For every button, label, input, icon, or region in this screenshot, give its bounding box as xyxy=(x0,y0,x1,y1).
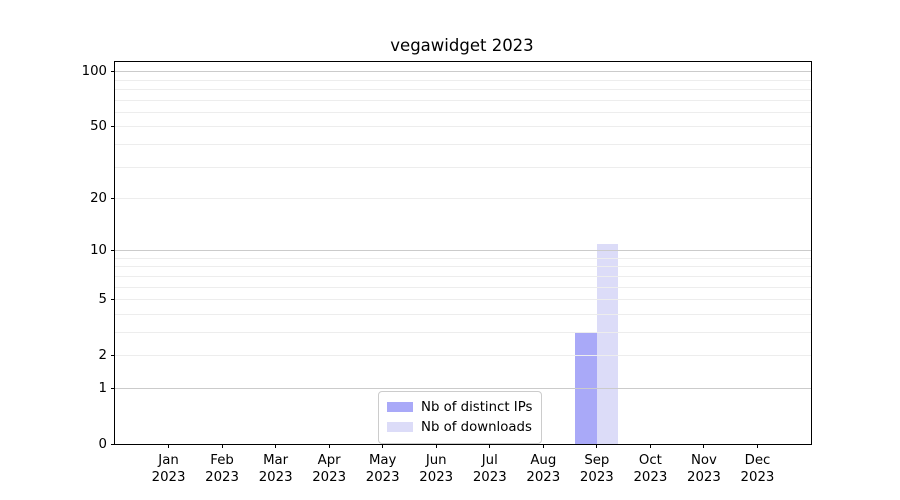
x-tick-label-mar: Mar 2023 xyxy=(248,453,304,486)
x-tick-label-feb: Feb 2023 xyxy=(194,453,250,486)
x-tick-label-nov: Nov 2023 xyxy=(676,453,732,486)
x-tick-month: Sep xyxy=(584,453,610,468)
gridline-minor-90 xyxy=(115,79,811,81)
x-tick-year: 2023 xyxy=(419,469,454,485)
gridline-major-10 xyxy=(115,250,811,252)
x-tick-month: Oct xyxy=(638,453,662,468)
x-tick-label-jun: Jun 2023 xyxy=(408,453,464,486)
x-tick-label-oct: Oct 2023 xyxy=(622,453,678,486)
x-tick-mark-apr xyxy=(328,444,330,448)
y-tick-label-50: 50 xyxy=(90,119,107,135)
gridline-minor-4 xyxy=(115,313,811,315)
x-tick-label-jan: Jan 2023 xyxy=(141,453,197,486)
x-tick-mark-feb xyxy=(221,444,223,448)
x-tick-year: 2023 xyxy=(526,469,561,485)
y-tick-label-0: 0 xyxy=(98,436,107,452)
gridline-minor-7 xyxy=(115,275,811,277)
gridline-minor-2 xyxy=(115,354,811,356)
gridline-minor-3 xyxy=(115,331,811,333)
x-tick-year: 2023 xyxy=(687,469,721,485)
legend-swatch-distinct-ips xyxy=(387,402,413,412)
gridline-minor-9 xyxy=(115,257,811,259)
gridline-minor-60 xyxy=(115,111,811,113)
plot-area: 0 1 2 5 10 20 50 100 Jan 2023 Feb 2023 Mar 2023 Apr 202… xyxy=(82,61,812,485)
x-tick-year: 2023 xyxy=(633,469,668,485)
x-tick-year: 2023 xyxy=(205,469,239,485)
y-tick-mark-5 xyxy=(111,298,115,300)
x-tick-year: 2023 xyxy=(258,469,293,485)
gridline-minor-8 xyxy=(115,266,811,268)
y-tick-mark-50 xyxy=(111,126,115,128)
gridline-minor-30 xyxy=(115,166,811,168)
x-tick-mark-jul xyxy=(489,444,491,448)
x-tick-mark-nov xyxy=(703,444,705,448)
x-tick-mark-aug xyxy=(542,444,544,448)
x-tick-month: Feb xyxy=(210,453,234,468)
y-tick-label-2: 2 xyxy=(98,347,107,363)
x-tick-month: Nov xyxy=(690,453,717,468)
x-tick-mark-may xyxy=(382,444,384,448)
gridline-minor-40 xyxy=(115,143,811,145)
x-tick-mark-jun xyxy=(435,444,437,448)
x-tick-label-dec: Dec 2023 xyxy=(729,453,785,486)
x-tick-mark-mar xyxy=(275,444,277,448)
x-tick-label-aug: Aug 2023 xyxy=(515,453,571,486)
y-tick-mark-0 xyxy=(111,443,115,445)
x-tick-mark-sep xyxy=(596,444,598,448)
y-tick-mark-100 xyxy=(111,71,115,73)
gridline-minor-20 xyxy=(115,197,811,199)
x-tick-month: Jul xyxy=(481,453,498,468)
gridline-minor-80 xyxy=(115,89,811,91)
x-tick-year: 2023 xyxy=(151,469,186,485)
x-tick-year: 2023 xyxy=(740,469,775,485)
y-tick-label-100: 100 xyxy=(81,64,107,80)
x-tick-month: May xyxy=(368,453,397,468)
y-tick-label-10: 10 xyxy=(90,243,107,259)
gridline-minor-50 xyxy=(115,126,811,128)
y-tick-mark-2 xyxy=(111,354,115,356)
x-tick-mark-jan xyxy=(168,444,170,448)
legend-label-distinct-ips: Nb of distinct IPs xyxy=(421,399,533,415)
x-tick-month: Jun xyxy=(425,453,447,468)
gridline-minor-6 xyxy=(115,286,811,288)
legend-item-downloads: Nb of downloads xyxy=(387,417,532,437)
x-tick-year: 2023 xyxy=(312,469,347,485)
y-tick-label-5: 5 xyxy=(98,291,107,307)
x-tick-label-jul: Jul 2023 xyxy=(462,453,518,486)
chart-title: vegawidget 2023 xyxy=(390,36,534,55)
gridline-minor-5 xyxy=(115,298,811,300)
legend: Nb of distinct IPs Nb of downloads xyxy=(378,391,543,444)
gridline-major-100 xyxy=(115,71,811,73)
legend-swatch-downloads xyxy=(387,422,413,432)
x-tick-month: Mar xyxy=(263,453,289,468)
x-tick-year: 2023 xyxy=(472,469,507,485)
x-tick-year: 2023 xyxy=(365,469,400,485)
y-tick-label-1: 1 xyxy=(98,380,107,396)
x-tick-month: Apr xyxy=(317,453,341,468)
x-tick-year: 2023 xyxy=(579,469,614,485)
gridline-major-1 xyxy=(115,387,811,389)
legend-label-downloads: Nb of downloads xyxy=(421,419,532,435)
x-tick-label-sep: Sep 2023 xyxy=(569,453,625,486)
x-tick-month: Jan xyxy=(158,453,179,468)
x-tick-mark-oct xyxy=(649,444,651,448)
y-tick-mark-20 xyxy=(111,197,115,199)
y-tick-mark-10 xyxy=(111,250,115,252)
bar-nb-of-downloads-sep xyxy=(596,243,619,444)
x-tick-label-apr: Apr 2023 xyxy=(301,453,357,486)
y-tick-mark-1 xyxy=(111,387,115,389)
x-tick-label-may: May 2023 xyxy=(355,453,411,486)
y-tick-label-20: 20 xyxy=(90,190,107,206)
x-tick-month: Dec xyxy=(744,453,771,468)
legend-item-distinct-ips: Nb of distinct IPs xyxy=(387,397,532,417)
x-tick-month: Aug xyxy=(530,453,557,468)
x-tick-mark-dec xyxy=(756,444,758,448)
gridline-minor-70 xyxy=(115,99,811,101)
